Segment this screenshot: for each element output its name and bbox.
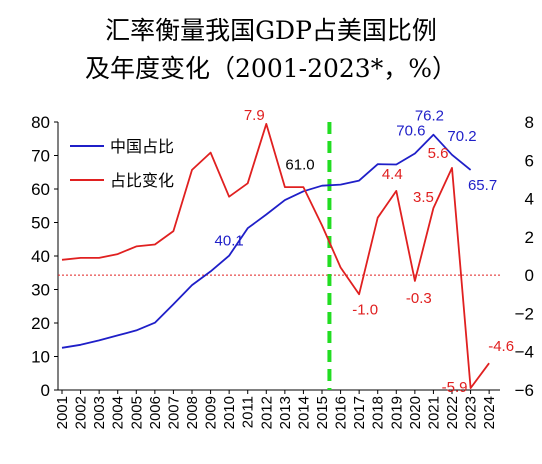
data-label: 3.5: [413, 189, 434, 206]
data-label: -0.3: [406, 290, 432, 307]
x-axis-tick-label: 2021: [425, 396, 442, 429]
x-axis-tick-label: 2013: [277, 396, 294, 429]
x-axis-tick-label: 2024: [481, 396, 498, 429]
data-label: 70.2: [447, 128, 476, 145]
data-label: -5.9: [442, 379, 468, 396]
x-axis-tick-label: 2019: [388, 396, 405, 429]
china-share-line: [61, 133, 472, 349]
x-axis-tick-label: 2003: [91, 396, 108, 429]
x-axis-tick-label: 2009: [203, 396, 220, 429]
data-label: 40.1: [215, 233, 244, 250]
data-label: 65.7: [468, 177, 497, 194]
data-label: 70.6: [396, 122, 425, 139]
right-axis-tick-label: 0: [525, 266, 534, 285]
data-label: 4.4: [382, 166, 403, 183]
legend-entry-label: 中国占比: [110, 137, 174, 156]
left-axis-tick-label: 70: [31, 147, 50, 166]
share-change-line: [61, 123, 490, 390]
right-axis-tick-label: −6: [515, 381, 534, 400]
x-axis-tick-label: 2012: [258, 396, 275, 429]
right-axis-tick-label: 4: [525, 190, 534, 209]
data-label: 7.9: [244, 107, 265, 124]
x-axis-tick-label: 2018: [370, 396, 387, 429]
data-label: -1.0: [352, 301, 378, 318]
chart-title: 汇率衡量我国GDP占美国比例: [105, 16, 437, 45]
x-axis-tick-label: 2010: [221, 396, 238, 429]
left-axis-tick-label: 60: [31, 180, 50, 199]
data-label: 61.0: [285, 157, 314, 174]
left-axis-tick-label: 50: [31, 214, 50, 233]
x-axis-tick-label: 2017: [351, 396, 368, 429]
chart-subtitle: 及年度变化（2001-2023*，%）: [85, 54, 457, 83]
x-axis-tick-label: 2020: [407, 396, 424, 429]
left-axis-tick-label: 30: [31, 281, 50, 300]
legend-entry-label: 占比变化: [110, 171, 174, 190]
x-axis-tick-label: 2002: [73, 396, 90, 429]
data-label: 5.6: [428, 145, 449, 162]
x-axis-tick-label: 2011: [240, 396, 257, 428]
right-axis-tick-label: 2: [525, 228, 534, 247]
x-axis-tick-label: 2001: [54, 396, 71, 429]
x-axis-tick-label: 2004: [110, 396, 127, 429]
x-axis-tick-label: 2022: [444, 396, 461, 429]
x-axis-tick-label: 2008: [184, 396, 201, 429]
right-axis-tick-label: 8: [525, 113, 534, 132]
x-axis-tick-label: 2016: [333, 396, 350, 429]
x-axis-tick-label: 2015: [314, 396, 331, 429]
data-label: -4.6: [488, 338, 514, 355]
right-axis-tick-label: −2: [515, 304, 534, 323]
x-axis-tick-label: 2005: [128, 396, 145, 429]
left-axis-tick-label: 40: [31, 247, 50, 266]
data-label: 76.2: [415, 108, 444, 125]
x-axis-tick-label: 2007: [165, 396, 182, 429]
right-axis-tick-label: 6: [525, 151, 534, 170]
left-axis-tick-label: 10: [31, 348, 50, 367]
x-axis-tick-label: 2006: [147, 396, 164, 429]
x-axis-tick-label: 2023: [463, 396, 480, 429]
left-axis-tick-label: 0: [41, 381, 50, 400]
right-axis-tick-label: −4: [515, 343, 534, 362]
x-axis-tick-label: 2014: [295, 396, 312, 429]
left-axis-tick-label: 80: [31, 113, 50, 132]
left-axis-tick-label: 20: [31, 314, 50, 333]
